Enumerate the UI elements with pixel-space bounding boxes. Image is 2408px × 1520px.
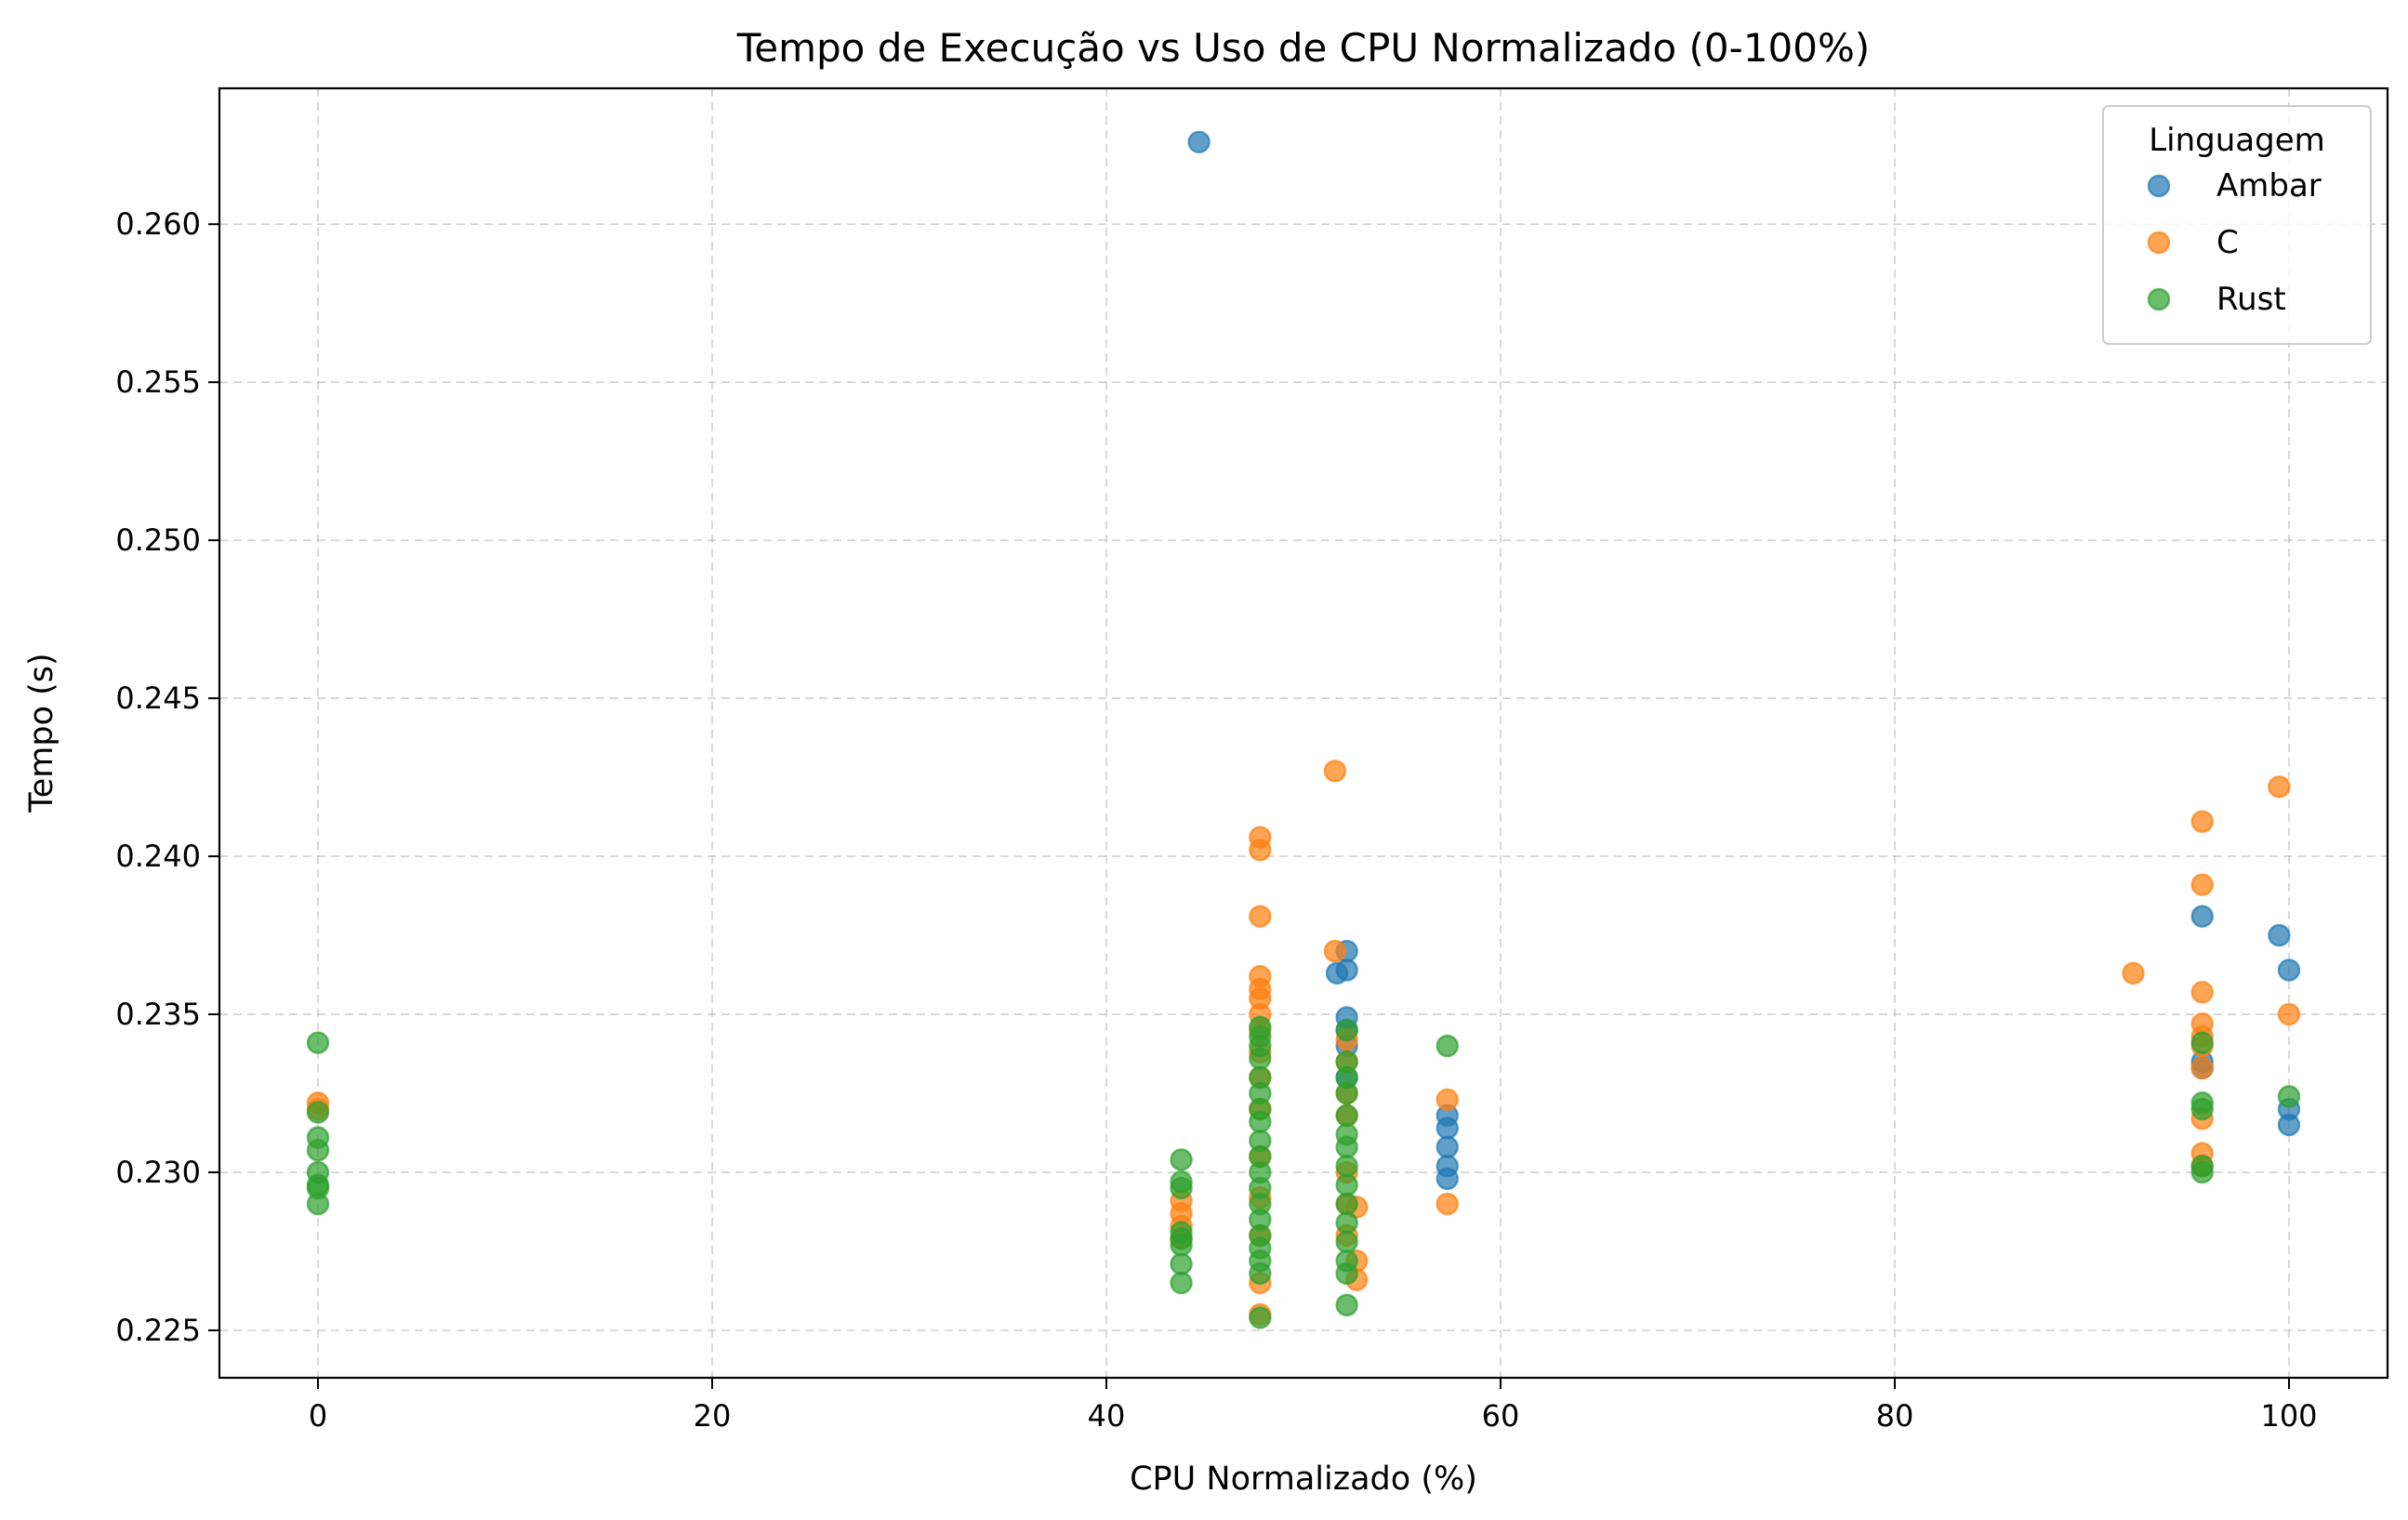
legend-marker-rust	[2147, 287, 2171, 311]
data-point-rust	[2277, 1085, 2301, 1108]
data-point-rust	[1335, 1104, 1358, 1128]
data-point-ambar	[1436, 1117, 1459, 1140]
data-point-rust	[1335, 1192, 1358, 1216]
data-point-c	[2122, 961, 2145, 985]
data-point-ambar	[2268, 923, 2291, 947]
chart-title: Tempo de Execução vs Uso de CPU Normaliz…	[736, 25, 1871, 71]
y-tick-label: 0.230	[115, 1155, 201, 1190]
data-point-rust	[1170, 1271, 1193, 1295]
data-point-rust	[1170, 1176, 1193, 1200]
data-point-rust	[2190, 1031, 2214, 1054]
data-point-rust	[1249, 1306, 1272, 1329]
data-point-c	[1249, 839, 1272, 862]
data-point-c	[1436, 1192, 1459, 1216]
data-point-rust	[1335, 1135, 1358, 1159]
data-point-ambar	[2190, 905, 2214, 928]
legend: Linguagem Ambar C Rust	[2102, 105, 2372, 345]
data-point-ambar	[1436, 1167, 1459, 1191]
legend-marker-c	[2147, 231, 2171, 255]
data-point-rust	[1170, 1252, 1193, 1275]
data-point-rust	[1335, 1081, 1358, 1105]
axis-ticks: 0 20 40 60 80 100 0.225 0.230 0.235 0.240 0.245 0.2…	[115, 206, 2317, 1434]
y-axis-label: Tempo (s)	[23, 653, 60, 813]
data-point-rust	[1335, 1230, 1358, 1254]
data-point-c	[2268, 775, 2291, 799]
legend-label-ambar: Ambar	[2216, 167, 2322, 205]
data-point-ambar	[2277, 958, 2301, 982]
data-point-c	[2190, 981, 2214, 1004]
data-point-rust	[1335, 1155, 1358, 1178]
y-tick-label: 0.255	[115, 364, 201, 400]
data-point-rust	[1335, 1293, 1358, 1317]
x-tick-label: 40	[1088, 1398, 1126, 1434]
y-tick-label: 0.235	[115, 997, 201, 1032]
legend-label-rust: Rust	[2216, 281, 2286, 318]
data-point-rust	[1335, 1018, 1358, 1042]
legend-title: Linguagem	[2149, 122, 2325, 159]
y-tick-label: 0.240	[115, 839, 201, 874]
data-point-rust	[306, 1192, 330, 1216]
data-point-ambar	[1187, 130, 1211, 153]
data-point-rust	[306, 1139, 330, 1162]
y-tick-label: 0.250	[115, 522, 201, 558]
x-tick-label: 60	[1482, 1398, 1520, 1434]
data-point-c	[2190, 873, 2214, 896]
data-point-rust	[1249, 1110, 1272, 1133]
data-point-rust	[1436, 1034, 1459, 1058]
y-tick-label: 0.260	[115, 206, 201, 242]
x-tick-label: 80	[1876, 1398, 1914, 1434]
x-tick-label: 20	[694, 1398, 732, 1434]
x-tick-label: 0	[309, 1398, 327, 1434]
data-point-c	[2190, 810, 2214, 833]
data-point-rust	[1170, 1234, 1193, 1257]
data-point-rust	[1249, 1047, 1272, 1070]
y-tick-label: 0.225	[115, 1313, 201, 1348]
x-axis-label: CPU Normalizado (%)	[1130, 1461, 1477, 1498]
legend-box	[2102, 105, 2372, 345]
data-point-rust	[1335, 1211, 1358, 1235]
x-tick-label: 100	[2260, 1398, 2317, 1434]
data-point-c	[1436, 1088, 1459, 1112]
data-point-rust	[1170, 1148, 1193, 1171]
data-point-c	[1323, 760, 1347, 783]
data-point-c	[1323, 939, 1347, 963]
data-point-c	[1249, 905, 1272, 928]
data-point-rust	[1335, 1262, 1358, 1286]
data-point-rust	[2190, 1160, 2214, 1184]
legend-label-c: C	[2216, 224, 2239, 261]
data-point-rust	[1249, 1262, 1272, 1286]
data-point-rust	[2190, 1097, 2214, 1121]
y-tick-label: 0.245	[115, 681, 201, 716]
data-points	[306, 130, 2301, 1329]
data-point-rust	[306, 1031, 330, 1054]
data-point-c	[2190, 1056, 2214, 1080]
legend-marker-ambar	[2147, 174, 2171, 198]
data-point-ambar	[1335, 958, 1358, 982]
data-point-c	[2277, 1002, 2301, 1026]
plot-frame	[218, 86, 2389, 1380]
data-point-ambar	[1436, 1135, 1459, 1159]
data-point-ambar	[2277, 1113, 2301, 1137]
data-point-rust	[1335, 1173, 1358, 1196]
data-point-rust	[306, 1101, 330, 1124]
